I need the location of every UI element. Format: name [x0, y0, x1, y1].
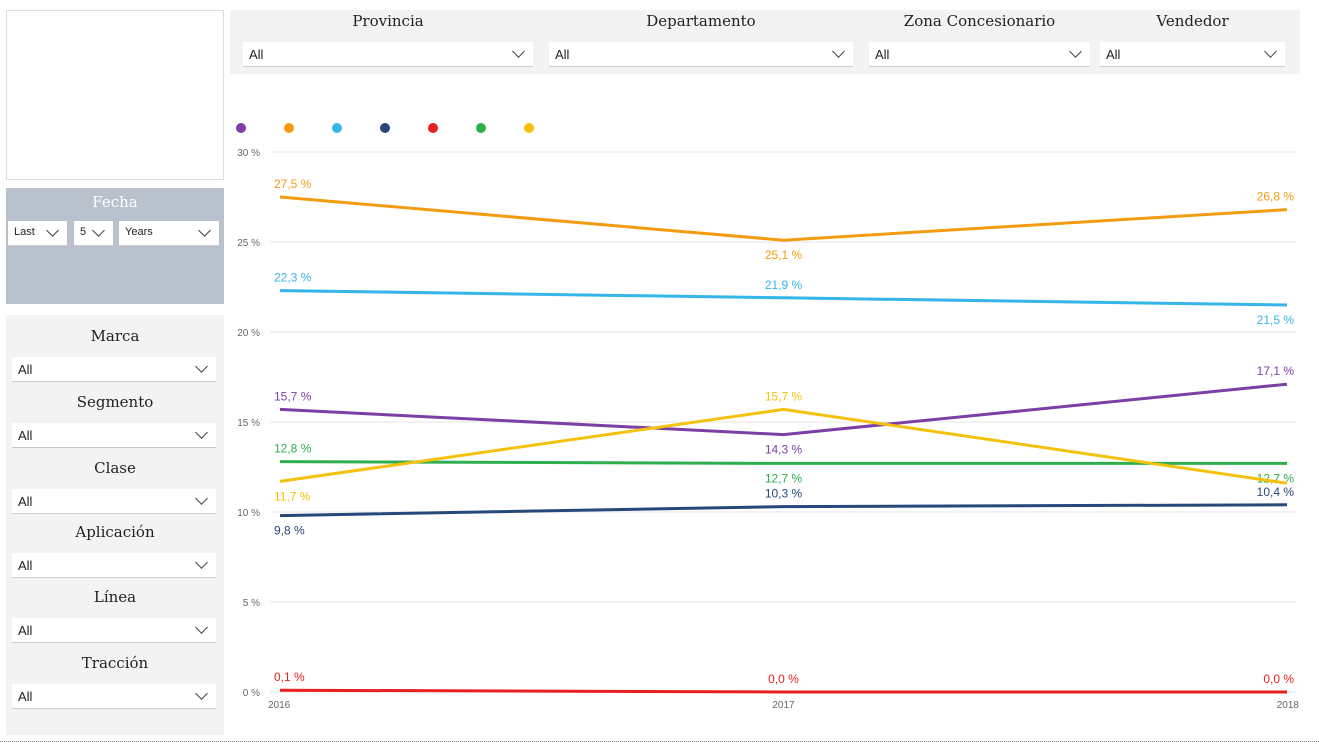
filter-title: Tracción [81, 654, 149, 672]
data-label: 0,1 % [274, 670, 305, 684]
data-label: 26,8 % [1257, 190, 1295, 204]
legend-marker [332, 123, 342, 133]
data-label: 0,0 % [768, 672, 799, 686]
data-label: 12,8 % [274, 442, 312, 456]
series-line [279, 382, 1288, 437]
filter-dropdown[interactable]: All [12, 357, 216, 382]
x-tick-label: 2018 [1277, 700, 1300, 711]
date-unit[interactable]: Years [119, 221, 219, 246]
left-filter-panel: Marca All Segmento All Clase All Aplicación All… [6, 315, 224, 735]
filter-dropdown[interactable]: All [12, 684, 216, 709]
data-label: 14,3 % [765, 443, 803, 457]
top-filter-bar: Provincia All Departamento All Zona Concesio… [230, 10, 1300, 74]
line-chart: 0 % 5 % 10 % 15 % 20 % 25 % 30 % 2016 2017 2018 15… [236, 123, 1300, 711]
series-line [279, 195, 1288, 242]
data-label: 11,7 % [274, 489, 311, 503]
filter-dropdown[interactable]: All [243, 42, 533, 67]
filter-dropdown[interactable]: All [1100, 42, 1285, 67]
x-tick-label: 2016 [268, 700, 291, 711]
filter-dropdown[interactable]: All [12, 553, 216, 578]
y-tick-label: 20 % [237, 328, 260, 339]
filter-title: Departamento [646, 12, 756, 30]
y-tick-label: 0 % [243, 688, 260, 699]
legend-marker [236, 123, 246, 133]
data-label: 27,5 % [274, 177, 312, 191]
filter-title: Vendedor [1156, 12, 1229, 30]
series-line [279, 503, 1288, 518]
y-tick-label: 10 % [237, 508, 260, 519]
data-label: 10,3 % [765, 487, 803, 501]
filter-dropdown[interactable]: All [12, 489, 216, 514]
data-label: 21,9 % [765, 278, 803, 292]
page-border [0, 741, 1319, 742]
data-label: 10,4 % [1257, 485, 1295, 499]
series-line [279, 688, 1287, 694]
filter-title: Aplicación [75, 523, 155, 541]
filter-dropdown[interactable]: All [12, 423, 216, 448]
series-line [279, 460, 1287, 465]
data-label: 22,3 % [274, 271, 312, 285]
filter-dropdown[interactable]: All [12, 618, 216, 643]
filter-title: Zona Concesionario [903, 12, 1056, 30]
filter-title: Línea [93, 588, 137, 606]
legend-marker [524, 123, 534, 133]
date-panel: Fecha Last 5 Years [6, 188, 224, 304]
filter-title: Provincia [352, 12, 424, 30]
data-label: 25,1 % [765, 248, 803, 262]
data-label: 12,7 % [765, 471, 803, 485]
series-line [279, 289, 1288, 307]
y-tick-label: 30 % [237, 148, 260, 159]
date-count[interactable]: 5 [74, 221, 113, 246]
legend-marker [284, 123, 294, 133]
series-line [279, 407, 1288, 485]
date-mode[interactable]: Last [8, 221, 67, 246]
data-label: 21,5 % [1257, 313, 1295, 327]
legend-marker [476, 123, 486, 133]
data-label: 15,7 % [274, 389, 312, 403]
filter-dropdown[interactable]: All [549, 42, 853, 67]
filter-title: Clase [94, 459, 136, 477]
y-tick-label: 5 % [243, 598, 260, 609]
filter-title: Segmento [76, 393, 154, 411]
filter-title: Marca [90, 327, 140, 345]
date-title: Fecha [92, 193, 138, 211]
legend-marker [380, 123, 390, 133]
blank-visual [6, 10, 224, 180]
y-tick-label: 25 % [237, 238, 260, 249]
filter-dropdown[interactable]: All [869, 42, 1090, 67]
x-tick-label: 2017 [772, 700, 795, 711]
data-label: 9,8 % [274, 524, 305, 538]
data-label: 15,7 % [765, 389, 803, 403]
data-label: 17,1 % [1257, 364, 1295, 378]
y-tick-label: 15 % [237, 418, 260, 429]
data-label: 0,0 % [1263, 672, 1294, 686]
legend-marker [428, 123, 438, 133]
